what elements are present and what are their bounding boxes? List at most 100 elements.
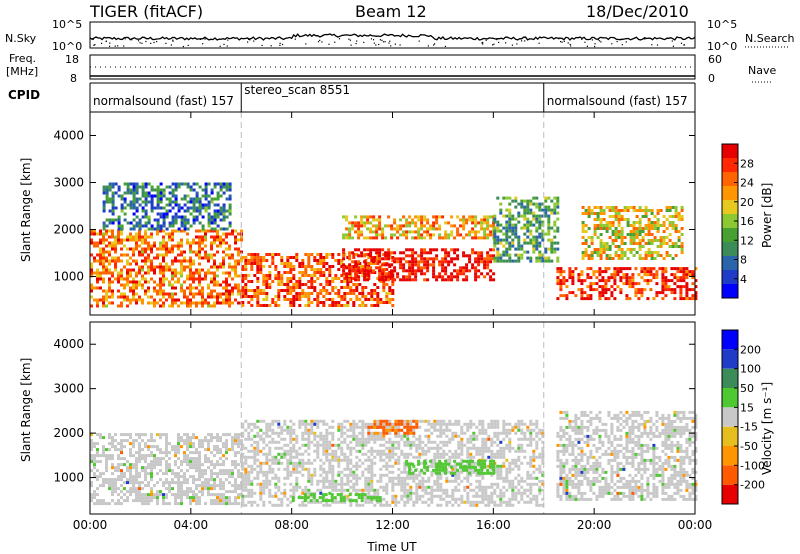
echo-cell <box>111 454 114 458</box>
echo-cell <box>406 434 410 438</box>
echo-cell <box>468 233 472 237</box>
nsearch-point <box>123 45 125 47</box>
echo-cell <box>129 274 132 278</box>
echo-cell <box>375 224 379 228</box>
echo-cell <box>674 212 678 215</box>
echo-cell <box>153 271 156 275</box>
echo-cell <box>159 433 162 437</box>
echo-cell <box>138 448 141 452</box>
echo-cell <box>340 428 344 432</box>
echo-cell <box>376 301 380 304</box>
echo-cell <box>391 292 395 295</box>
echo-cell <box>90 238 93 242</box>
echo-cell <box>241 304 245 307</box>
echo-cell <box>599 224 603 227</box>
echo-cell <box>402 224 406 228</box>
echo-cell <box>153 439 156 443</box>
echo-cell <box>447 233 451 237</box>
echo-cell <box>138 295 141 299</box>
echo-cell <box>423 236 427 240</box>
echo-cell <box>292 298 296 301</box>
echo-cell <box>376 488 380 492</box>
echo-cell <box>177 206 181 210</box>
echo-cell <box>283 449 287 453</box>
echo-cell <box>171 283 174 287</box>
echo-cell <box>244 476 248 480</box>
echo-cell <box>225 478 228 482</box>
echo-cell <box>393 266 397 270</box>
echo-cell <box>126 262 129 266</box>
echo-cell <box>441 275 445 279</box>
nsearch-point <box>651 44 653 46</box>
echo-cell <box>508 244 512 248</box>
echo-cell <box>596 212 600 215</box>
echo-cell <box>349 500 353 504</box>
echo-cell <box>418 419 422 423</box>
echo-cell <box>659 209 663 212</box>
echo-cell <box>397 479 401 483</box>
echo-cell <box>147 215 151 219</box>
echo-cell <box>583 291 587 295</box>
echo-cell <box>590 251 594 254</box>
echo-cell <box>241 467 245 471</box>
echo-cell <box>259 470 263 474</box>
echo-cell <box>348 221 352 225</box>
echo-cell <box>165 292 168 296</box>
echo-cell <box>348 269 352 273</box>
nsearch-point <box>109 42 111 44</box>
echo-cell <box>412 440 416 444</box>
echo-cell <box>213 295 216 299</box>
echo-cell <box>150 244 153 248</box>
echo-cell <box>123 265 126 269</box>
echo-cell <box>144 457 147 461</box>
echo-cell <box>219 292 222 296</box>
echo-cell <box>388 476 392 480</box>
echo-cell <box>471 230 475 234</box>
echo-cell <box>201 304 204 308</box>
echo-cell <box>117 487 120 491</box>
echo-cell <box>213 274 216 278</box>
echo-cell <box>132 454 135 458</box>
echo-cell <box>474 275 478 279</box>
echo-cell <box>393 251 397 255</box>
echo-cell <box>418 497 422 501</box>
echo-cell <box>132 295 135 299</box>
echo-cell <box>325 289 329 292</box>
echo-cell <box>150 478 153 482</box>
echo-cell <box>129 238 132 242</box>
echo-cell <box>655 270 659 274</box>
echo-cell <box>388 440 392 444</box>
echo-cell <box>483 260 487 264</box>
echo-cell <box>180 268 183 272</box>
echo-cell <box>265 434 269 438</box>
echo-cell <box>417 227 421 231</box>
echo-cell <box>316 259 320 262</box>
echo-cell <box>168 442 171 446</box>
echo-cell <box>415 485 419 489</box>
echo-cell <box>367 274 371 277</box>
echo-cell <box>156 289 159 293</box>
echo-cell <box>402 233 406 237</box>
echo-cell <box>147 289 150 293</box>
echo-cell <box>216 295 219 299</box>
echo-cell <box>411 221 415 225</box>
echo-cell <box>406 476 410 480</box>
echo-cell <box>286 298 290 301</box>
echo-cell <box>234 496 237 500</box>
echo-cell <box>114 445 117 449</box>
echo-cell <box>244 461 248 465</box>
echo-cell <box>292 443 296 447</box>
echo-cell <box>649 267 653 271</box>
echo-cell <box>144 259 147 263</box>
echo-cell <box>135 481 138 485</box>
echo-cell <box>256 503 260 507</box>
echo-cell <box>604 291 608 295</box>
echo-cell <box>370 500 374 504</box>
echo-cell <box>650 242 654 245</box>
echo-cell <box>605 242 609 245</box>
echo-cell <box>213 454 216 458</box>
echo-cell <box>366 266 370 270</box>
echo-cell <box>352 485 356 489</box>
echo-cell <box>150 277 153 281</box>
echo-cell <box>135 301 138 305</box>
